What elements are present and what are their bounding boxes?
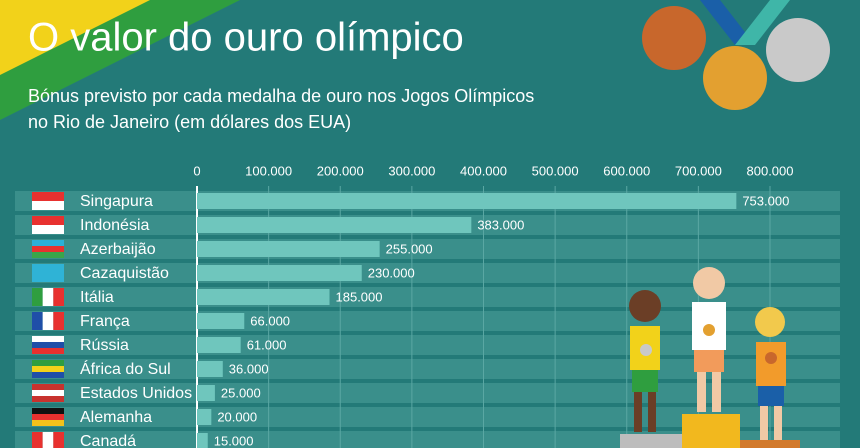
x-tick-label: 500.000 bbox=[532, 163, 579, 178]
value-label: 255.000 bbox=[386, 241, 433, 256]
bar bbox=[197, 433, 208, 448]
x-tick-label: 200.000 bbox=[317, 163, 364, 178]
bar bbox=[197, 337, 241, 353]
flag-stripe bbox=[32, 348, 64, 354]
bar bbox=[197, 361, 223, 377]
flag-stripe bbox=[32, 384, 64, 390]
x-tick-label: 0 bbox=[193, 163, 200, 178]
value-label: 383.000 bbox=[477, 217, 524, 232]
flag-stripe bbox=[32, 240, 64, 246]
value-label: 20.000 bbox=[217, 409, 257, 424]
y-tick-label: Indonésia bbox=[80, 217, 149, 234]
podium bbox=[620, 267, 800, 448]
flag-stripe bbox=[32, 246, 64, 252]
flag-stripe bbox=[32, 372, 64, 378]
flag-corner-yellow bbox=[0, 0, 150, 75]
flag-stripe bbox=[32, 336, 64, 342]
x-tick-label: 100.000 bbox=[245, 163, 292, 178]
bar bbox=[197, 193, 737, 209]
flag-stripe bbox=[32, 312, 43, 330]
value-label: 36.000 bbox=[229, 361, 269, 376]
value-label: 230.000 bbox=[368, 265, 415, 280]
flag-stripe bbox=[53, 312, 64, 330]
bar bbox=[197, 241, 380, 257]
subtitle: no Rio de Janeiro (em dólares dos EUA) bbox=[28, 112, 351, 132]
flag-stripe bbox=[42, 432, 54, 448]
flag-stripe bbox=[53, 432, 64, 448]
flag-stripe bbox=[32, 225, 64, 234]
flag-stripe bbox=[32, 216, 64, 225]
y-tick-label: Canadá bbox=[80, 433, 136, 448]
value-label: 25.000 bbox=[221, 385, 261, 400]
flag-stripe bbox=[42, 312, 54, 330]
flag-stripe bbox=[32, 342, 64, 348]
value-label: 753.000 bbox=[742, 193, 789, 208]
bar bbox=[197, 217, 472, 233]
flag-stripe bbox=[32, 432, 43, 448]
flag-stripe bbox=[32, 366, 64, 372]
bar bbox=[197, 289, 330, 305]
x-tick-label: 300.000 bbox=[388, 163, 435, 178]
chart-title: O valor do ouro olímpico bbox=[28, 16, 464, 60]
flag-stripe bbox=[32, 396, 64, 402]
x-tick-label: 800.000 bbox=[747, 163, 794, 178]
y-tick-label: Singapura bbox=[80, 193, 153, 210]
flag-stripe bbox=[32, 264, 64, 282]
y-tick-label: Alemanha bbox=[80, 409, 152, 426]
y-tick-label: África do Sul bbox=[80, 359, 171, 378]
flag-stripe bbox=[32, 201, 64, 210]
flag-stripe bbox=[32, 390, 64, 396]
flag-stripe bbox=[32, 192, 64, 201]
bar bbox=[197, 265, 362, 281]
flag-stripe bbox=[32, 288, 43, 306]
medals bbox=[642, 0, 830, 110]
flag-stripe bbox=[32, 408, 64, 414]
flag-stripe bbox=[32, 252, 64, 258]
value-label: 66.000 bbox=[250, 313, 290, 328]
y-tick-label: Itália bbox=[80, 289, 114, 306]
flag-stripe bbox=[53, 288, 64, 306]
x-tick-label: 400.000 bbox=[460, 163, 507, 178]
subtitle: Bónus previsto por cada medalha de ouro … bbox=[28, 86, 534, 106]
bar bbox=[197, 409, 212, 425]
x-tick-label: 700.000 bbox=[675, 163, 722, 178]
y-tick-label: Cazaquistão bbox=[80, 265, 169, 282]
value-label: 61.000 bbox=[247, 337, 287, 352]
bar bbox=[197, 385, 215, 401]
row-band bbox=[15, 407, 840, 427]
value-label: 185.000 bbox=[336, 289, 383, 304]
flag-stripe bbox=[42, 288, 54, 306]
y-tick-label: Estados Unidos bbox=[80, 385, 192, 402]
bar bbox=[197, 313, 245, 329]
y-tick-label: Azerbaijão bbox=[80, 241, 156, 258]
y-tick-label: França bbox=[80, 313, 130, 330]
flag-stripe bbox=[32, 420, 64, 426]
flag-stripe bbox=[32, 360, 64, 366]
flag-stripe bbox=[32, 414, 64, 420]
x-tick-label: 600.000 bbox=[603, 163, 650, 178]
y-tick-label: Rússia bbox=[80, 337, 129, 354]
value-label: 15.000 bbox=[214, 433, 254, 448]
